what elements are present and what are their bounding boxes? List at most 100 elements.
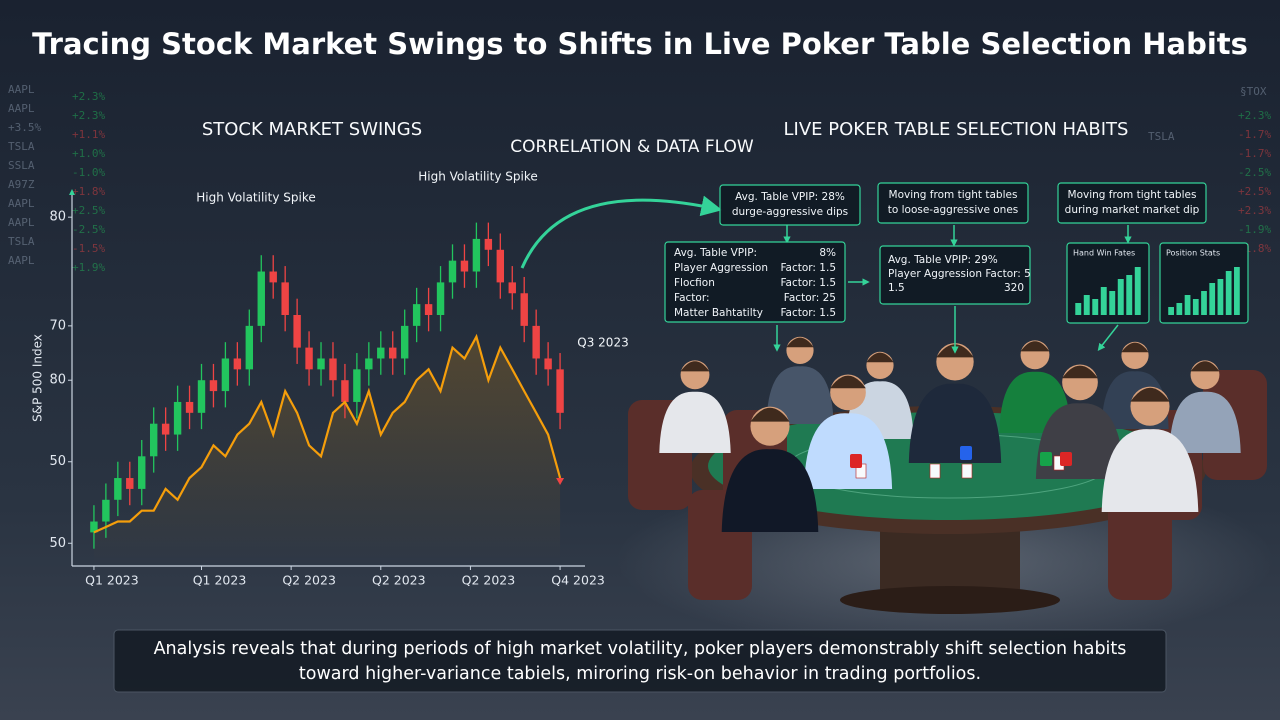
- y-axis-label: S&P 500 Index: [31, 334, 45, 422]
- player-hair: [1130, 387, 1170, 402]
- ticker-symbol: AAPL: [8, 216, 35, 229]
- stats-label: Matter Bahtatilty: [674, 307, 763, 319]
- ticker-symbol: TSLA: [8, 140, 35, 153]
- ticker-change: -1.9%: [1238, 223, 1271, 236]
- player-hair: [786, 337, 814, 348]
- stats-value: Factor: 1.5: [780, 307, 836, 319]
- mini-bar: [1234, 267, 1240, 315]
- candle-body: [472, 238, 481, 272]
- caption-box: [113, 629, 1167, 693]
- poker-scene: [628, 336, 1267, 614]
- candle-body: [209, 380, 218, 392]
- x-tick-label: Q1 2023: [85, 573, 139, 588]
- callout-box: [719, 184, 861, 226]
- player-hair: [866, 352, 894, 363]
- callout-text: to loose-aggressive ones: [888, 204, 1019, 216]
- section-title: LIVE POKER TABLE SELECTION HABITS: [784, 119, 1129, 140]
- candle-body: [544, 358, 552, 370]
- card: [961, 463, 973, 479]
- stats-box: [664, 241, 846, 323]
- mini-chart-title: Hand Win Fates: [1073, 249, 1135, 258]
- mini-chart-title: Position Stats: [1166, 249, 1220, 258]
- stats-value: Factor: 25: [784, 292, 836, 304]
- ticker-symbol: A97Z: [8, 178, 35, 191]
- ticker-change: +1.0%: [72, 147, 105, 160]
- chair: [1108, 490, 1172, 600]
- stats-label: Player Aggression: [674, 262, 768, 274]
- mini-bar: [1092, 299, 1099, 315]
- ticker-change: +1.8%: [72, 185, 105, 198]
- ticker-change: -2.5%: [72, 223, 105, 236]
- y-tick-label: 50: [49, 454, 66, 469]
- player-body: [803, 413, 893, 489]
- ticker-change: -1.5%: [72, 242, 105, 255]
- ticker-symbol: §TOX: [1240, 85, 1267, 98]
- y-tick-label: 70: [49, 318, 66, 333]
- candle-body: [424, 304, 433, 315]
- y-tick-label: 50: [49, 536, 66, 551]
- ticker-background: AAPL AAPL +3.5% TSLA SSLA A97Z AAPL AAPL TSLA AAP…: [8, 83, 1271, 274]
- player-hair: [1190, 361, 1220, 372]
- mini-bar: [1126, 275, 1133, 315]
- player-hair: [1020, 341, 1050, 352]
- candle-body: [365, 358, 373, 370]
- mini-bar: [1225, 271, 1232, 315]
- stats-label: Flocfion: [674, 277, 715, 289]
- player-body: [1169, 391, 1241, 453]
- annotation: Q3 2023: [577, 336, 628, 350]
- candle-body: [233, 358, 242, 370]
- ticker-change: -1.7%: [1238, 128, 1271, 141]
- chip-stack: [850, 454, 862, 468]
- candle-body: [556, 369, 564, 413]
- stats-label: Factor:: [674, 292, 710, 304]
- ticker-change: +2.3%: [72, 109, 105, 122]
- ticker-change: +2.5%: [1238, 185, 1271, 198]
- mini-bar: [1134, 267, 1141, 315]
- ticker-change: +2.3%: [72, 90, 105, 103]
- flow-arrow: [520, 195, 723, 269]
- connector: [1097, 324, 1119, 351]
- candle-body: [508, 282, 516, 294]
- stats-label: Avg. Table VPIP:: [674, 247, 757, 259]
- ticker-symbol: +3.5%: [8, 121, 41, 134]
- ticker-symbol: TSLA: [8, 235, 35, 248]
- candle-body: [173, 401, 182, 435]
- mini-bar: [1083, 295, 1090, 315]
- player-hair: [830, 375, 866, 389]
- mini-bar: [1192, 299, 1199, 315]
- candle-body: [412, 304, 421, 326]
- player-hair: [1062, 365, 1098, 379]
- candle-body: [353, 369, 361, 402]
- mini-bar: [1217, 279, 1224, 315]
- stats-value: 8%: [819, 247, 836, 259]
- player-body: [908, 383, 1002, 463]
- mini-bar: [1168, 307, 1174, 315]
- player-body: [721, 449, 819, 532]
- stats-value: Factor: 1.5: [780, 262, 836, 274]
- ticker-change: +2.3%: [1238, 109, 1271, 122]
- candle-body: [436, 282, 445, 315]
- candle-body: [245, 325, 254, 370]
- chip-stack: [1060, 452, 1072, 466]
- overlay-area: [93, 336, 561, 565]
- callout-text: Moving from tight tables: [1068, 189, 1197, 201]
- callouts: Avg. Table VPIP: 28% durge-aggressive dip…: [664, 182, 1249, 354]
- candle-body: [90, 521, 98, 533]
- candle-body: [496, 249, 505, 283]
- ticker-symbol: AAPL: [8, 197, 35, 210]
- annotation: High Volatility Spike: [418, 170, 538, 184]
- stats-text: Player Aggression Factor: 5: [888, 268, 1031, 280]
- candle-body: [520, 293, 528, 326]
- candle-body: [221, 358, 230, 392]
- stats-text: 1.5: [888, 282, 905, 294]
- player-body: [766, 366, 834, 424]
- ticker-symbol: AAPL: [8, 254, 35, 267]
- candle-body: [341, 380, 349, 402]
- plot-area: 80 70 80 50 50 Q1 2023 Q1 2023 Q2 2023 Q2 2023 Q2…: [49, 210, 604, 588]
- candle-body: [185, 401, 194, 413]
- annotation: High Volatility Spike: [196, 191, 316, 205]
- chart-title: STOCK MARKET SWINGS: [202, 119, 422, 140]
- candle-body: [126, 478, 134, 489]
- callout-text: during market market dip: [1065, 204, 1200, 216]
- ticker-change: +2.5%: [72, 204, 105, 217]
